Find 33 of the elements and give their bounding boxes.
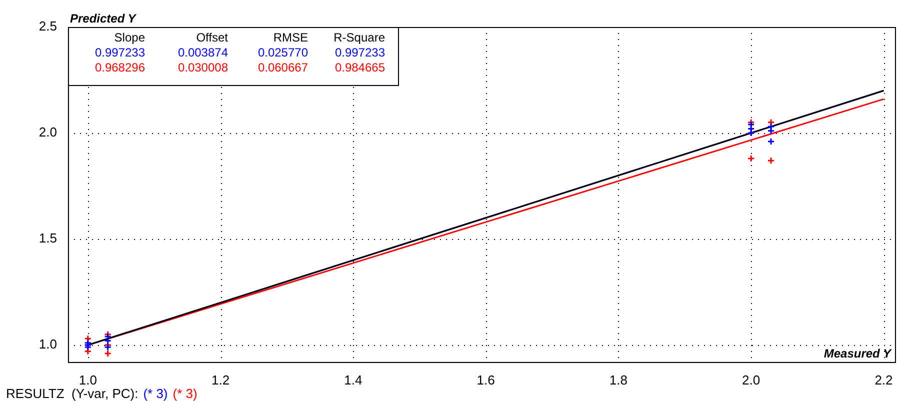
y-tick-label: 2.5 <box>38 18 57 34</box>
point <box>84 348 92 356</box>
x-tick-label: 1.6 <box>476 372 495 388</box>
x-tick-label: 2.2 <box>874 372 893 388</box>
annotation: 0.030008 <box>178 60 228 74</box>
annotation: 0.060667 <box>258 60 308 74</box>
annotation: 0.984665 <box>334 60 386 74</box>
annotation: 0.003874 <box>178 45 228 60</box>
annotation: 0.997233 <box>94 45 146 60</box>
point <box>747 154 755 162</box>
text: RESULTZ (Y-var, PC): <box>6 386 138 401</box>
x-tick-label: 1.0 <box>78 372 97 388</box>
y-tick-label: 2.0 <box>38 124 57 140</box>
annotation: Slope <box>114 30 146 44</box>
text: (* 3) <box>143 386 168 401</box>
annotation: Offset <box>196 30 229 44</box>
annotation: RMSE <box>273 30 308 44</box>
annotation: 0.997233 <box>334 45 386 60</box>
point <box>767 156 775 164</box>
y-tick-label: 1.5 <box>38 230 57 246</box>
x-tick-label: 2.0 <box>742 372 760 388</box>
x-tick-label: 1.2 <box>211 372 230 388</box>
point <box>767 138 775 146</box>
annotation: 0.025770 <box>258 45 308 60</box>
annotation: 0.968296 <box>94 60 146 74</box>
y-axis-title: Predicted Y <box>70 11 137 26</box>
x-tick-label: 1.4 <box>344 372 362 388</box>
text: (* 3) <box>172 386 198 401</box>
point <box>104 350 112 358</box>
y-tick-label: 1.0 <box>38 336 57 352</box>
x-axis-title: Measured Y <box>824 346 892 360</box>
annotation: R-Square <box>334 30 386 44</box>
x-tick-label: 1.8 <box>609 372 628 388</box>
